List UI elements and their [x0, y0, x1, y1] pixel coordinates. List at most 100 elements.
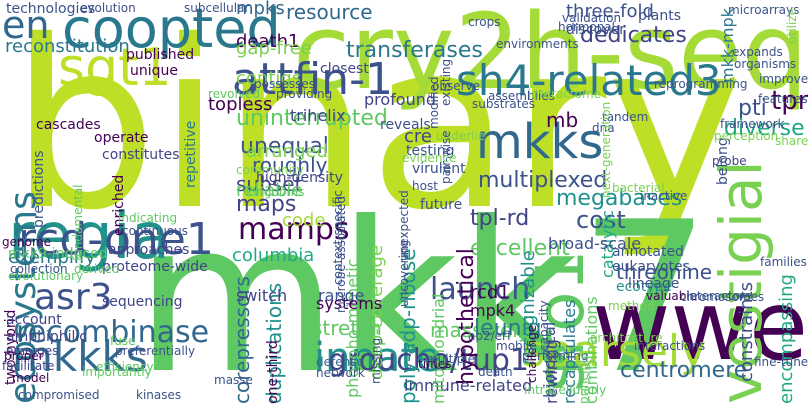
word-expands: expands	[732, 45, 783, 59]
word-virulent: virulent	[412, 161, 466, 177]
word-tpl-rd: tpl-rd	[470, 206, 530, 231]
word-microarrays: microarrays	[728, 3, 800, 17]
word-inactive: inactive	[640, 189, 688, 203]
word-predictions: predictions	[31, 150, 47, 228]
word-sequencing: sequencing	[102, 294, 183, 310]
word-cost: cost	[576, 206, 626, 234]
word-plants: plants	[638, 8, 682, 24]
word-operate: operate	[94, 130, 149, 146]
word-eukaryotes: eukaryotes	[612, 259, 690, 275]
word-coopted: coopted	[62, 0, 281, 60]
word-evidence: evidence	[402, 151, 457, 165]
word-dedicates: dedicates	[580, 23, 687, 48]
word-masse: masse	[214, 373, 253, 387]
word-reveals: reveals	[380, 117, 431, 133]
word-sgt1: sgt1	[58, 38, 172, 98]
word-perception: perception	[714, 129, 779, 143]
word-topless: topless	[208, 94, 273, 115]
word-attfin-1: attfin-1	[232, 54, 393, 105]
word-defense: defense	[316, 355, 364, 369]
word-rcd-one1: rcd-one1	[18, 214, 214, 265]
word-reliable: reliable	[236, 180, 303, 201]
word-facilitate: facilitate	[2, 359, 55, 373]
word-fine-tune: fine-tune	[754, 355, 808, 369]
word-constitutes: constitutes	[102, 147, 180, 163]
word-tandem: tandem	[602, 110, 649, 124]
word-multiple: multiple	[426, 352, 476, 366]
word-en: en	[2, 3, 50, 47]
word-transferases: transferases	[346, 38, 483, 63]
word-validation: validation	[562, 11, 622, 25]
word-derived: derived	[74, 262, 120, 276]
word-unequal: unequal	[240, 134, 329, 159]
word-threonine: threonine	[616, 260, 713, 284]
word-mobile: mobile	[496, 339, 537, 353]
word-innate: innate	[314, 335, 441, 381]
word-encompassing: encompassing	[776, 274, 797, 404]
word-valuable: valuable	[646, 289, 698, 303]
word-missing: missing	[369, 337, 383, 384]
word-continuous: continuous	[122, 224, 188, 238]
word-lineage: lineage	[628, 276, 680, 292]
word-gap-free: gap-free	[236, 38, 312, 59]
word-megabases: megabases	[556, 186, 683, 211]
word-systems: systems	[316, 294, 383, 313]
word-pti: pti	[738, 96, 767, 121]
word-trihelix: trihelix	[290, 106, 346, 125]
word-reconstitution: reconstitution	[5, 36, 130, 57]
word-fuse: fuse	[110, 334, 136, 348]
word-revolved: revolved	[208, 87, 260, 101]
word-microbe-associated: microbe-associated	[334, 195, 348, 313]
word-resource: resource	[286, 0, 373, 24]
word-features: features	[758, 92, 808, 106]
word-utilize: utilize	[785, 8, 799, 44]
word-performing: performing	[522, 349, 589, 363]
word-contigs: contigs	[236, 68, 302, 89]
word-tpr: tpr	[771, 86, 808, 116]
word-possesses: possesses	[254, 77, 315, 91]
word-observe: observe	[432, 79, 481, 93]
word-death1: death1	[236, 31, 300, 52]
word-massively: massively	[430, 318, 530, 342]
word-host: host	[412, 179, 438, 193]
word-interactors: interactors	[686, 289, 752, 303]
word-discover: discover	[566, 22, 625, 38]
word-annotated: annotated	[612, 244, 684, 260]
word-fundamental: fundamental	[71, 184, 85, 261]
word-closest: closest	[320, 61, 369, 77]
word-emerges: emerges	[6, 344, 59, 358]
word-stretch: stretch	[312, 316, 382, 340]
word-regia: regia	[8, 200, 170, 274]
word-roughly: roughly	[252, 153, 328, 177]
word-families: families	[760, 255, 807, 269]
word-crops: crops	[468, 15, 501, 29]
word-kingdoms: kingdoms	[246, 185, 305, 199]
word-collection: collection	[10, 262, 68, 276]
word-mkkks: mkkks	[12, 332, 148, 381]
word-chromosomes: chromosomes	[680, 290, 765, 304]
word-ecotype: ecotype	[616, 279, 673, 295]
word-account: account	[6, 312, 62, 328]
word-repetitive: repetitive	[183, 120, 199, 188]
word-binary: binary	[10, 0, 744, 261]
word-amphiphilic: amphiphilic	[6, 329, 87, 345]
word-subset: subset	[236, 172, 303, 196]
word-underlie: underlie	[436, 129, 486, 143]
word-code: code	[282, 210, 326, 231]
word-technologies: technologies	[6, 1, 96, 17]
word-range: range	[318, 286, 365, 305]
word-recombinase: recombinase	[16, 315, 210, 350]
word-interactome: interactome	[528, 87, 602, 101]
word-subcellular: subcellular	[184, 1, 250, 15]
word-dna: dna	[592, 121, 615, 135]
word-mb: mb	[546, 108, 579, 132]
word-reprogramming: reprogramming	[654, 77, 748, 91]
word-proteome-wide: proteome-wide	[102, 259, 208, 275]
word-substrates: substrates	[472, 97, 536, 111]
word-mamps: mamps	[238, 212, 350, 247]
word-ap2-erf: ap2/erf	[468, 329, 512, 343]
word-diverse: diverse	[724, 116, 805, 141]
word-rcd1: rcd1	[470, 282, 510, 303]
word-evolutionary: evolutionary	[8, 269, 84, 283]
word-unique: unique	[130, 63, 179, 79]
